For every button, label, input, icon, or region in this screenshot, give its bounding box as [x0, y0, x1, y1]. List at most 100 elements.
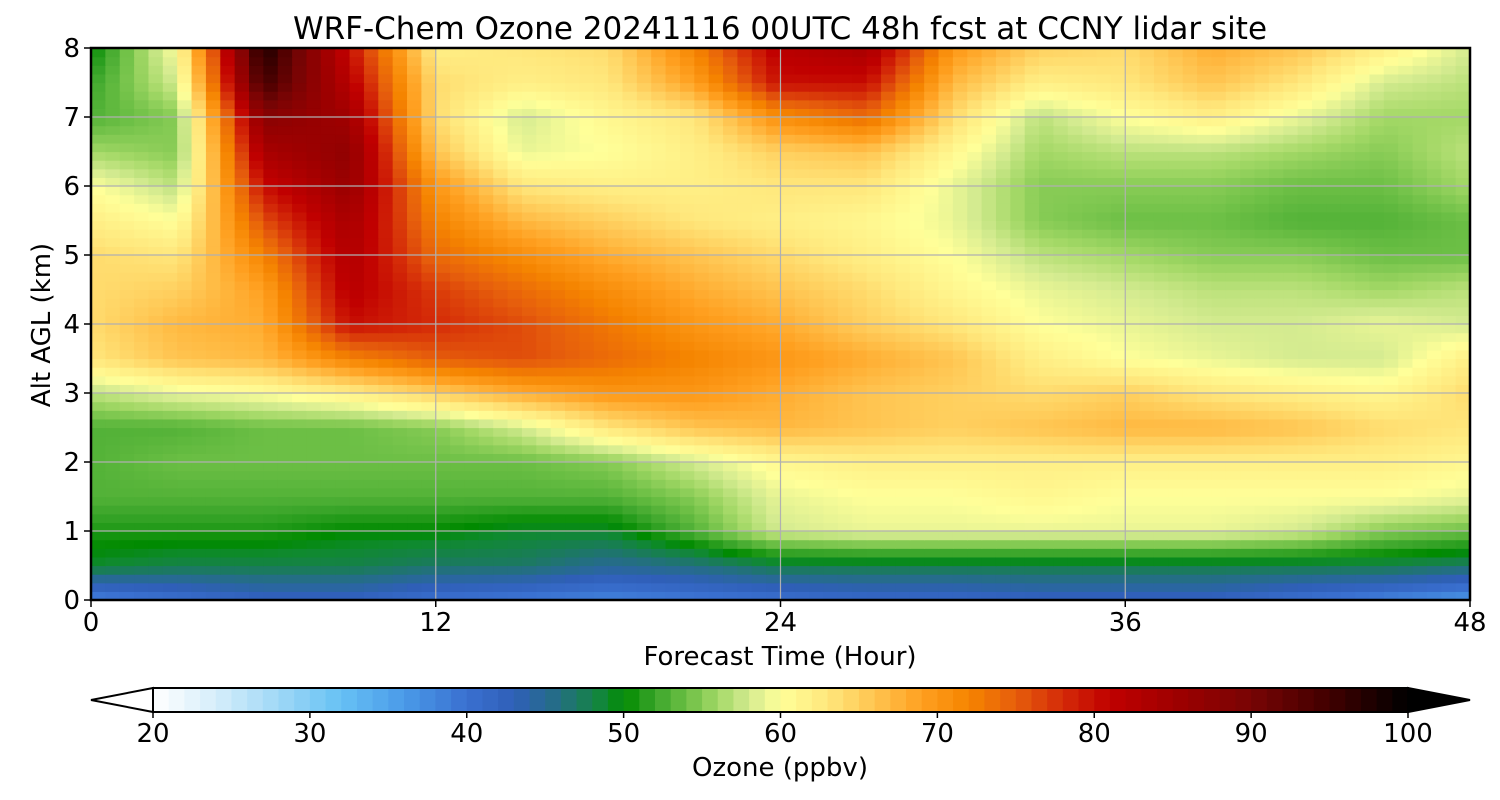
heatmap-cell	[1139, 444, 1155, 454]
heatmap-cell	[1039, 367, 1055, 377]
heatmap-cell	[909, 280, 925, 291]
heatmap-cell	[1096, 522, 1112, 532]
heatmap-cell	[1412, 393, 1428, 403]
heatmap-cell	[565, 427, 580, 437]
heatmap-cell	[1340, 444, 1356, 454]
heatmap-cell	[981, 556, 997, 567]
heatmap-cell	[995, 487, 1011, 498]
heatmap-cell	[205, 341, 221, 351]
heatmap-cell	[407, 349, 422, 360]
heatmap-cell	[464, 591, 480, 601]
heatmap-cell	[220, 272, 236, 282]
heatmap-cell	[1455, 574, 1471, 584]
heatmap-cell	[507, 298, 523, 308]
heatmap-cell	[1297, 306, 1313, 316]
heatmap-cell	[809, 453, 825, 463]
heatmap-cell	[1139, 565, 1155, 575]
heatmap-cell	[1096, 505, 1112, 515]
heatmap-cell	[794, 211, 810, 222]
heatmap-cell	[1412, 203, 1428, 213]
heatmap-cell	[694, 462, 710, 472]
heatmap-cell	[1182, 522, 1198, 532]
heatmap-cell	[723, 496, 738, 506]
heatmap-cell	[1010, 393, 1026, 403]
heatmap-cell	[249, 298, 264, 308]
heatmap-cell	[392, 548, 408, 558]
heatmap-cell	[1326, 289, 1342, 299]
heatmap-cell	[694, 505, 710, 515]
heatmap-cell	[550, 237, 566, 247]
heatmap-cell	[421, 375, 437, 385]
heatmap-cell	[1067, 591, 1083, 601]
heatmap-cell	[1283, 418, 1299, 429]
heatmap-cell	[493, 341, 509, 351]
heatmap-cell	[105, 444, 121, 454]
heatmap-cell	[363, 151, 379, 161]
heatmap-cell	[694, 220, 710, 230]
heatmap-cell	[464, 410, 480, 420]
heatmap-cell	[91, 453, 106, 463]
heatmap-cell	[119, 393, 135, 403]
heatmap-cell	[507, 255, 523, 265]
heatmap-cell	[263, 539, 279, 549]
heatmap-cell	[1297, 255, 1313, 265]
heatmap-cell	[1326, 436, 1342, 446]
heatmap-cell	[392, 315, 408, 325]
heatmap-cell	[435, 151, 451, 161]
heatmap-cell	[665, 496, 681, 506]
heatmap-cell	[1455, 151, 1471, 161]
heatmap-cell	[1225, 479, 1241, 489]
heatmap-cell	[407, 289, 422, 299]
heatmap-cell	[234, 203, 250, 213]
heatmap-cell	[1067, 272, 1083, 282]
heatmap-cell	[924, 462, 940, 472]
heatmap-cell	[881, 211, 897, 222]
heatmap-cell	[119, 168, 135, 178]
heatmap-cell	[1383, 522, 1399, 532]
heatmap-cell	[737, 539, 753, 549]
heatmap-cell	[1153, 410, 1169, 420]
heatmap-cell	[981, 160, 997, 170]
heatmap-cell	[1067, 177, 1083, 187]
heatmap-cell	[565, 298, 580, 308]
heatmap-cell	[1168, 358, 1184, 368]
heatmap-cell	[1398, 289, 1414, 299]
heatmap-cell	[1153, 194, 1169, 204]
heatmap-cell	[1096, 487, 1112, 498]
heatmap-cell	[1096, 444, 1112, 454]
heatmap-cell	[938, 539, 954, 549]
heatmap-cell	[1010, 229, 1026, 239]
heatmap-cell	[1010, 246, 1026, 256]
heatmap-cell	[881, 522, 897, 532]
heatmap-cell	[751, 427, 767, 437]
heatmap-cell	[234, 479, 250, 489]
heatmap-cell	[1369, 522, 1385, 532]
heatmap-cell	[1082, 237, 1098, 247]
heatmap-cell	[608, 427, 624, 437]
heatmap-cell	[1455, 194, 1471, 204]
heatmap-cell	[378, 186, 394, 196]
heatmap-cell	[766, 220, 782, 230]
heatmap-cell	[1283, 280, 1299, 291]
heatmap-cell	[1283, 574, 1299, 584]
heatmap-cell	[234, 349, 250, 360]
heatmap-cell	[1383, 470, 1399, 480]
heatmap-cell	[809, 255, 825, 265]
heatmap-cell	[1283, 496, 1299, 506]
heatmap-cell	[679, 194, 695, 204]
heatmap-cell	[234, 375, 250, 385]
heatmap-cell	[1311, 574, 1327, 584]
heatmap-cell	[392, 522, 408, 532]
heatmap-cell	[723, 280, 738, 291]
heatmap-cell	[478, 487, 494, 498]
heatmap-cell	[421, 272, 437, 282]
heatmap-cell	[866, 203, 882, 213]
heatmap-cell	[1010, 582, 1026, 592]
heatmap-cell	[450, 151, 466, 161]
heatmap-cell	[392, 401, 408, 411]
heatmap-cell	[809, 280, 825, 291]
heatmap-cell	[1369, 186, 1385, 196]
heatmap-cell	[565, 220, 580, 230]
heatmap-cell	[1053, 203, 1069, 213]
heatmap-cell	[435, 332, 451, 342]
